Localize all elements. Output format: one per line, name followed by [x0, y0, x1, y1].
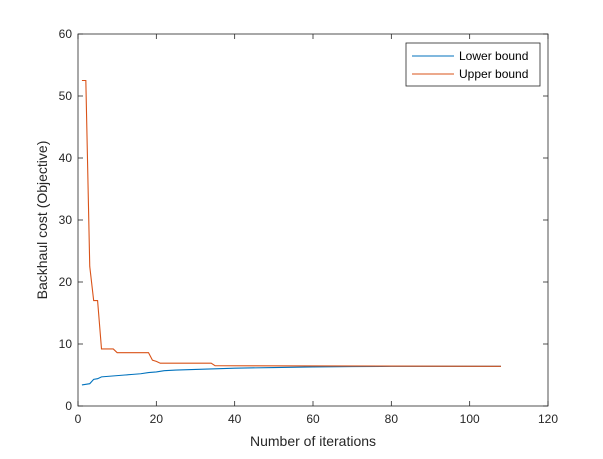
legend-label: Lower bound	[459, 49, 528, 63]
y-tick-label: 10	[59, 337, 73, 351]
series-line-lower-bound	[81, 365, 501, 386]
y-tick-label: 60	[59, 27, 73, 41]
series-layer	[81, 79, 502, 386]
y-axis-title: Backhaul cost (Objective)	[34, 141, 50, 300]
y-tick-label: 40	[59, 151, 73, 165]
x-tick-label: 40	[228, 412, 242, 426]
y-tick-label: 0	[65, 399, 72, 413]
y-tick-label: 50	[59, 89, 73, 103]
legend-box	[405, 42, 541, 87]
x-tick-label: 60	[306, 412, 320, 426]
x-tick-label: 20	[150, 412, 164, 426]
y-tick-label: 30	[59, 213, 73, 227]
plot-area	[78, 34, 548, 406]
legend-label: Upper bound	[459, 67, 528, 81]
y-tick-label: 20	[59, 275, 73, 289]
x-axis-title: Number of iterations	[250, 433, 376, 449]
x-tick-label: 0	[75, 412, 82, 426]
series-line-upper-bound	[81, 79, 502, 367]
x-tick-label: 80	[385, 412, 399, 426]
x-tick-label: 100	[460, 412, 480, 426]
ticks-layer: 0 20 40 60 80 100 120 0 10 20 30 40 50 60	[59, 27, 559, 426]
x-tick-label: 120	[538, 412, 558, 426]
legend: Lower bound Upper bound	[405, 42, 541, 87]
